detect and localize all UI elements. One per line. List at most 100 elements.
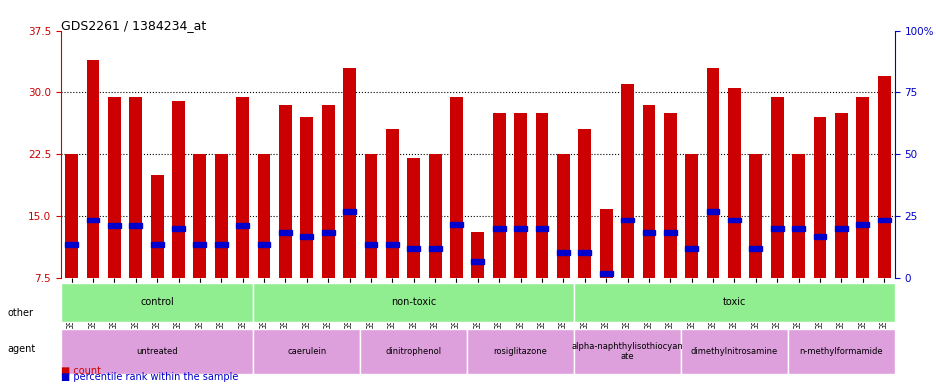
Bar [556, 154, 569, 278]
Bar [856, 222, 869, 227]
Bar [749, 246, 762, 251]
Bar [514, 113, 526, 278]
Bar [535, 226, 548, 231]
Bar [492, 113, 505, 278]
Bar [129, 96, 142, 278]
Bar [514, 226, 526, 231]
FancyBboxPatch shape [359, 329, 467, 374]
Bar [321, 105, 334, 278]
Bar [812, 117, 826, 278]
Text: n-methylformamide: n-methylformamide [798, 347, 883, 356]
Bar [129, 223, 142, 228]
FancyBboxPatch shape [574, 329, 680, 374]
Text: dimethylnitrosamine: dimethylnitrosamine [690, 347, 777, 356]
Bar [151, 242, 164, 247]
Text: dinitrophenol: dinitrophenol [386, 347, 441, 356]
FancyBboxPatch shape [253, 283, 574, 322]
Text: agent: agent [7, 344, 36, 354]
Bar [86, 60, 99, 278]
FancyBboxPatch shape [467, 329, 574, 374]
Bar [66, 154, 78, 278]
Bar [86, 217, 99, 222]
FancyBboxPatch shape [787, 329, 894, 374]
Bar [621, 84, 634, 278]
Bar [172, 101, 184, 278]
Bar [556, 250, 569, 255]
FancyBboxPatch shape [574, 283, 894, 322]
Text: untreated: untreated [136, 347, 178, 356]
Bar [535, 113, 548, 278]
Text: other: other [7, 308, 34, 318]
Bar [257, 154, 271, 278]
Bar [321, 230, 334, 235]
Bar [364, 242, 377, 247]
Bar [664, 113, 676, 278]
Bar [706, 68, 719, 278]
Bar [279, 230, 291, 235]
Bar [300, 117, 313, 278]
Bar [151, 175, 164, 278]
Bar [429, 154, 441, 278]
Bar [257, 242, 271, 247]
Bar [343, 209, 356, 214]
Bar [449, 222, 462, 227]
Bar [193, 154, 206, 278]
Bar [621, 217, 634, 222]
Bar [429, 246, 441, 251]
Bar [856, 96, 869, 278]
Bar [407, 246, 419, 251]
Text: GDS2261 / 1384234_at: GDS2261 / 1384234_at [61, 19, 206, 32]
Bar [684, 246, 697, 251]
Bar [877, 76, 889, 278]
FancyBboxPatch shape [61, 329, 253, 374]
Text: alpha-naphthylisothiocyan
ate: alpha-naphthylisothiocyan ate [571, 342, 682, 361]
Text: caerulein: caerulein [286, 347, 326, 356]
Bar [578, 250, 591, 255]
Bar [279, 105, 291, 278]
Bar [108, 96, 121, 278]
FancyBboxPatch shape [61, 283, 253, 322]
Text: ■ count: ■ count [61, 366, 101, 376]
Bar [172, 226, 184, 231]
Bar [877, 217, 889, 222]
Bar [812, 234, 826, 239]
Bar [727, 217, 740, 222]
Bar [471, 259, 484, 263]
Text: rosiglitazone: rosiglitazone [493, 347, 547, 356]
Text: ■ percentile rank within the sample: ■ percentile rank within the sample [61, 372, 238, 382]
Bar [386, 242, 399, 247]
Bar [66, 242, 78, 247]
Bar [407, 158, 419, 278]
Bar [492, 226, 505, 231]
Bar [471, 232, 484, 278]
Bar [684, 154, 697, 278]
Bar [108, 223, 121, 228]
Text: toxic: toxic [722, 297, 745, 307]
Text: non-toxic: non-toxic [390, 297, 436, 307]
Bar [749, 154, 762, 278]
Bar [386, 129, 399, 278]
Bar [236, 96, 249, 278]
Bar [727, 88, 740, 278]
Bar [449, 96, 462, 278]
Bar [599, 271, 612, 276]
Bar [770, 226, 782, 231]
FancyBboxPatch shape [253, 329, 359, 374]
Bar [343, 68, 356, 278]
Bar [193, 242, 206, 247]
Bar [214, 154, 227, 278]
FancyBboxPatch shape [680, 329, 787, 374]
Bar [578, 129, 591, 278]
Bar [834, 113, 847, 278]
Bar [770, 96, 782, 278]
Text: control: control [140, 297, 174, 307]
Bar [300, 234, 313, 239]
Bar [236, 223, 249, 228]
Bar [664, 230, 676, 235]
Bar [791, 226, 804, 231]
Bar [599, 209, 612, 278]
Bar [642, 105, 654, 278]
Bar [834, 226, 847, 231]
Bar [791, 154, 804, 278]
Bar [214, 242, 227, 247]
